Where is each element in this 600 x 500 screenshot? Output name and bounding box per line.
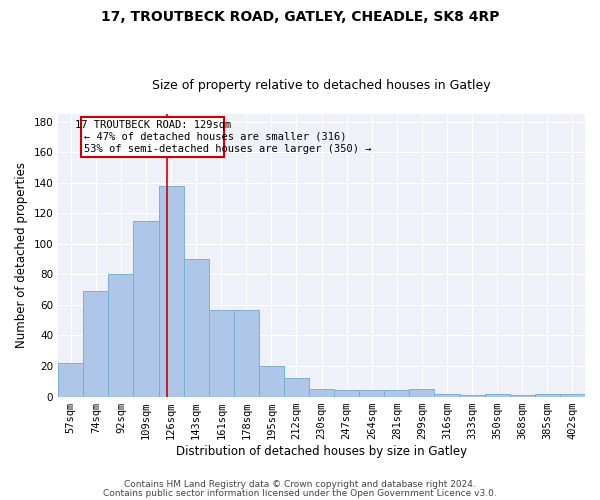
Bar bbox=[234, 310, 259, 396]
Text: 17, TROUTBECK ROAD, GATLEY, CHEADLE, SK8 4RP: 17, TROUTBECK ROAD, GATLEY, CHEADLE, SK8… bbox=[101, 10, 499, 24]
Text: Contains public sector information licensed under the Open Government Licence v3: Contains public sector information licen… bbox=[103, 488, 497, 498]
Text: ← 47% of detached houses are smaller (316): ← 47% of detached houses are smaller (31… bbox=[84, 132, 346, 142]
Bar bbox=[284, 378, 309, 396]
Bar bbox=[510, 395, 535, 396]
Bar bbox=[158, 186, 184, 396]
FancyBboxPatch shape bbox=[81, 117, 224, 157]
Bar bbox=[560, 394, 585, 396]
Text: 17 TROUTBECK ROAD: 129sqm: 17 TROUTBECK ROAD: 129sqm bbox=[74, 120, 231, 130]
Bar bbox=[309, 389, 334, 396]
Text: Contains HM Land Registry data © Crown copyright and database right 2024.: Contains HM Land Registry data © Crown c… bbox=[124, 480, 476, 489]
Y-axis label: Number of detached properties: Number of detached properties bbox=[15, 162, 28, 348]
Bar bbox=[83, 291, 109, 397]
Bar bbox=[359, 390, 385, 396]
Bar bbox=[133, 221, 158, 396]
Bar bbox=[385, 390, 409, 396]
Bar bbox=[184, 259, 209, 396]
Bar bbox=[209, 310, 234, 396]
Bar bbox=[58, 363, 83, 396]
Title: Size of property relative to detached houses in Gatley: Size of property relative to detached ho… bbox=[152, 79, 491, 92]
Bar bbox=[334, 390, 359, 396]
Bar bbox=[109, 274, 133, 396]
Text: 53% of semi-detached houses are larger (350) →: 53% of semi-detached houses are larger (… bbox=[84, 144, 371, 154]
Bar bbox=[460, 395, 485, 396]
Bar bbox=[434, 394, 460, 396]
Bar bbox=[535, 394, 560, 396]
X-axis label: Distribution of detached houses by size in Gatley: Distribution of detached houses by size … bbox=[176, 444, 467, 458]
Bar bbox=[409, 389, 434, 396]
Bar bbox=[485, 394, 510, 396]
Bar bbox=[259, 366, 284, 396]
